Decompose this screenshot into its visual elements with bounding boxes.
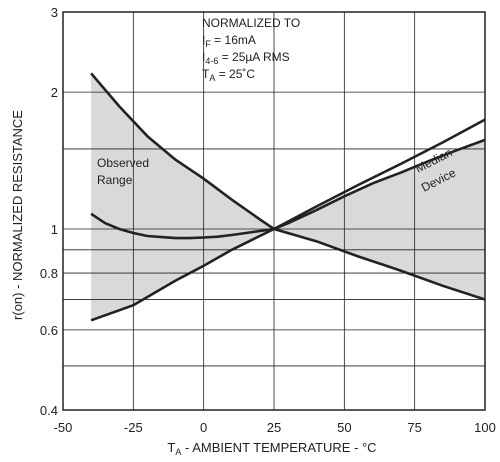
curves — [90, 72, 486, 322]
y-tick-label: 0.4 — [40, 403, 58, 418]
range-label: Range — [97, 173, 133, 187]
y-tick-label: 0.8 — [40, 266, 58, 281]
y-axis-title: r(on) - NORMALIZED RESISTANCE — [10, 110, 25, 320]
y-tick-label: 1 — [51, 222, 58, 237]
x-tick-label: 0 — [200, 420, 207, 435]
x-tick-label: -50 — [54, 420, 73, 435]
x-tick-label: 75 — [407, 420, 421, 435]
note-if: IF = 16mA — [202, 33, 256, 49]
plot-frame — [62, 11, 486, 411]
note-heading: NORMALIZED TO — [202, 16, 300, 30]
note-i46: I4-6 = 25µA RMS — [202, 50, 290, 66]
tick-labels: -50 -25 0 25 50 75 100 0.4 0.6 0.8 1 2 3 — [40, 5, 496, 435]
observed-range-band — [91, 73, 485, 321]
normalization-note: NORMALIZED TO IF = 16mA I4-6 = 25µA RMS … — [202, 16, 300, 83]
x-tick-label: 100 — [474, 420, 496, 435]
x-tick-label: 50 — [337, 420, 351, 435]
note-ta: TA = 25˚C — [202, 67, 255, 83]
range-curve-falling — [90, 72, 486, 301]
x-axis-title: TA - AMBIENT TEMPERATURE - °C — [167, 440, 376, 457]
observed-range-fill — [91, 73, 485, 321]
observed-label: Observed — [97, 156, 149, 170]
median-device-curve — [90, 138, 486, 240]
y-tick-label: 3 — [51, 5, 58, 20]
y-tick-label: 0.6 — [40, 323, 58, 338]
x-tick-label: 25 — [267, 420, 281, 435]
x-tick-label: -25 — [124, 420, 143, 435]
y-tick-label: 2 — [51, 85, 58, 100]
